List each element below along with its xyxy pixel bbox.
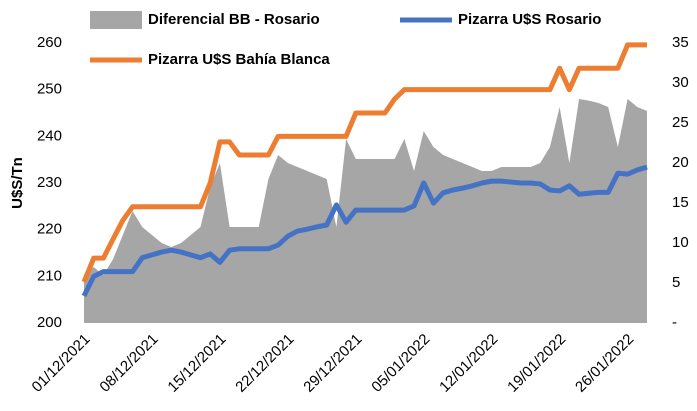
y2-tick-label: 30 (672, 74, 689, 91)
x-tick-label: 26/01/2022 (572, 331, 637, 396)
x-tick-label: 01/12/2021 (29, 331, 94, 396)
line (81, 164, 648, 298)
x-tick-label: 12/01/2022 (436, 331, 501, 396)
line (81, 42, 647, 283)
y2-tick-label: 20 (672, 154, 689, 171)
y-tick-label: 250 (37, 81, 62, 98)
y-tick-label: 230 (37, 174, 62, 191)
x-tick-label: 29/12/2021 (300, 331, 365, 396)
y-tick-label: 210 (37, 267, 62, 284)
x-tick-label: 22/12/2021 (232, 331, 297, 396)
x-tick-label: 08/12/2021 (96, 331, 161, 396)
y-tick-label: 200 (37, 314, 62, 331)
legend-label: Diferencial BB - Rosario (148, 11, 320, 28)
legend-label: Pizarra U$S Bahía Blanca (148, 51, 330, 68)
legend-label: Pizarra U$S Rosario (458, 11, 601, 28)
y-tick-label: 260 (37, 34, 62, 51)
y2-tick-label: 15 (672, 194, 689, 211)
x-tick-label: 05/01/2022 (368, 331, 433, 396)
y-tick-label: 240 (37, 127, 62, 144)
y2-tick-label: 5 (672, 274, 680, 291)
y2-tick-label: 35 (672, 34, 689, 51)
y2-tick-label: - (672, 314, 677, 331)
y-tick-label: 220 (37, 221, 62, 238)
y-axis-label: U$S/Tn (9, 157, 26, 209)
y2-tick-label: 10 (672, 234, 689, 251)
y2-tick-label: 25 (672, 114, 689, 131)
x-tick-label: 15/12/2021 (164, 331, 229, 396)
x-tick-label: 19/01/2022 (504, 331, 569, 396)
legend-swatch (90, 11, 142, 29)
